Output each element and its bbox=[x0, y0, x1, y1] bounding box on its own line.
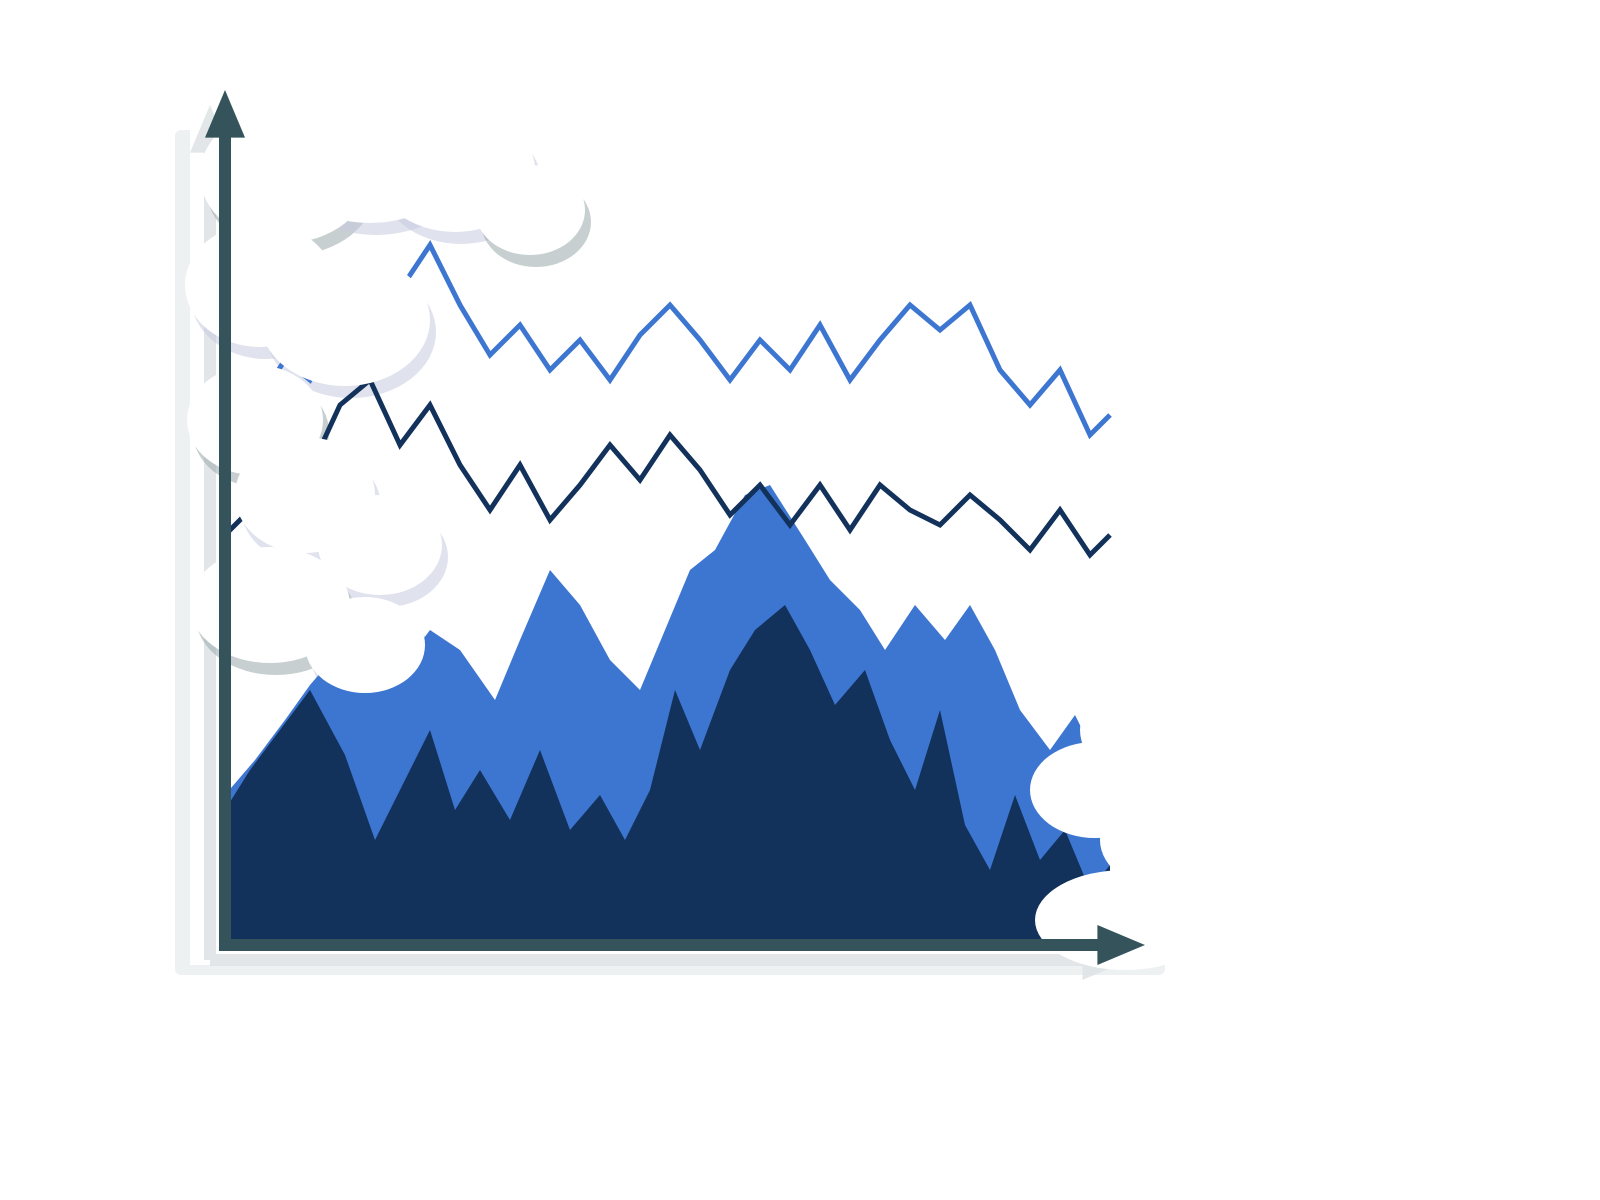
chart-svg bbox=[50, 50, 1330, 1000]
chart-figure bbox=[50, 50, 1330, 1000]
